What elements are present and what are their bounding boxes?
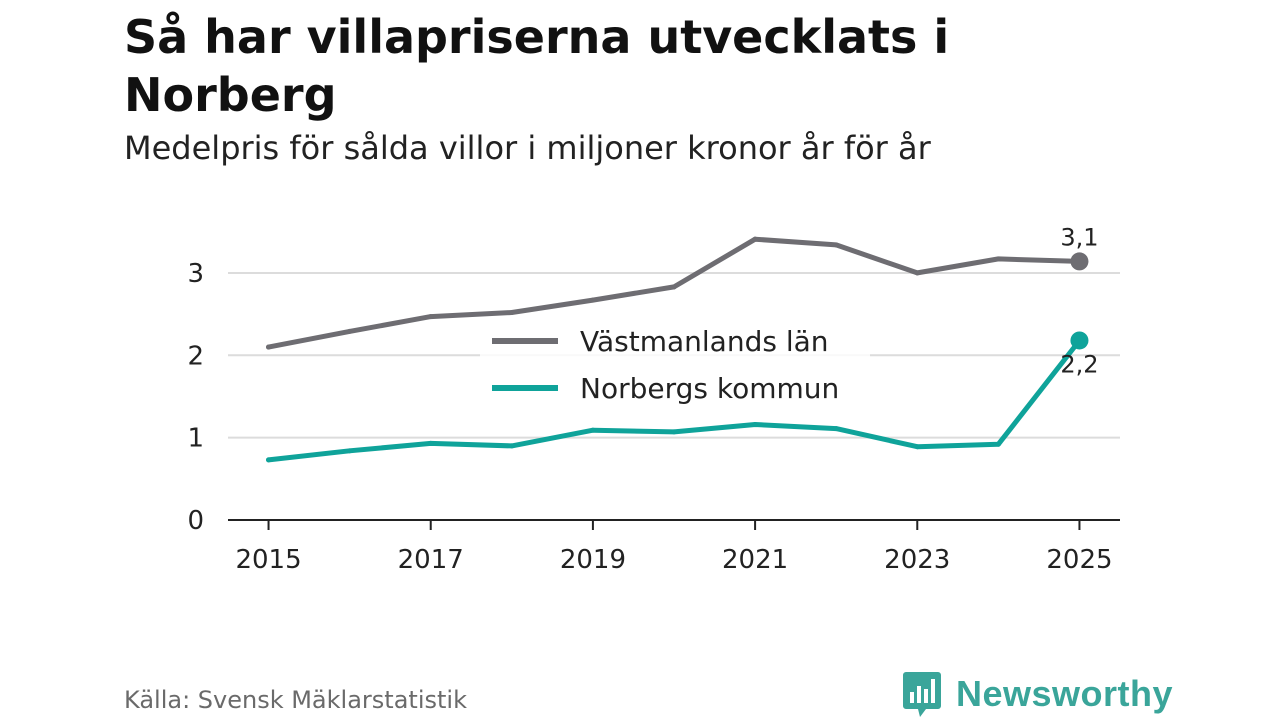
data-point xyxy=(833,242,839,248)
series-end-dot xyxy=(1070,252,1089,271)
data-point xyxy=(266,457,272,463)
brand-name: Newsworthy xyxy=(956,673,1174,714)
data-labels: 3,1 2,2 xyxy=(1060,223,1098,378)
data-point xyxy=(752,421,758,427)
x-tick-label: 2015 xyxy=(235,545,301,575)
y-tick-label: 3 xyxy=(187,259,204,289)
data-point xyxy=(428,440,434,446)
x-tick-label: 2025 xyxy=(1046,545,1112,575)
newsworthy-chart-icon xyxy=(903,672,941,717)
legend-label: Västmanlands län xyxy=(580,325,829,358)
legend-background xyxy=(480,318,870,410)
data-point xyxy=(590,297,596,303)
legend-label: Norbergs kommun xyxy=(580,372,839,405)
chart-subtitle: Medelpris för sålda villor i miljoner kr… xyxy=(124,129,931,167)
brand-logo: Newsworthy xyxy=(902,670,1173,718)
source-note: Källa: Svensk Mäklarstatistik xyxy=(124,686,467,714)
data-point xyxy=(347,448,353,454)
data-point xyxy=(509,443,515,449)
data-point xyxy=(995,441,1001,447)
data-point xyxy=(671,284,677,290)
x-tick-label: 2017 xyxy=(398,545,464,575)
x-tick-label: 2019 xyxy=(560,545,626,575)
x-tick-label: 2023 xyxy=(884,545,950,575)
chart-title: Så har villapriserna utvecklats i Norber… xyxy=(124,10,950,122)
y-tick-label: 2 xyxy=(187,341,204,371)
legend: Västmanlands län Norbergs kommun xyxy=(480,318,870,410)
data-point xyxy=(995,256,1001,262)
data-point xyxy=(833,426,839,432)
data-point xyxy=(266,344,272,350)
x-tick-label: 2021 xyxy=(722,545,788,575)
series-end-dot xyxy=(1070,331,1089,350)
data-point xyxy=(509,309,515,315)
data-point xyxy=(671,429,677,435)
line-chart: 0 1 2 3 2015 2017 2019 2021 2023 2025 Västmanland… xyxy=(187,223,1120,575)
data-point xyxy=(590,427,596,433)
end-value-label: 3,1 xyxy=(1060,223,1098,251)
data-point xyxy=(347,328,353,334)
data-point xyxy=(914,444,920,450)
data-point xyxy=(914,270,920,276)
series-lines xyxy=(266,236,1089,463)
data-point xyxy=(752,236,758,242)
y-tick-label: 0 xyxy=(187,506,204,536)
axes: 0 1 2 3 2015 2017 2019 2021 2023 2025 xyxy=(187,259,1120,575)
end-value-label: 2,2 xyxy=(1060,350,1098,378)
data-point xyxy=(428,314,434,320)
y-tick-label: 1 xyxy=(187,424,204,454)
